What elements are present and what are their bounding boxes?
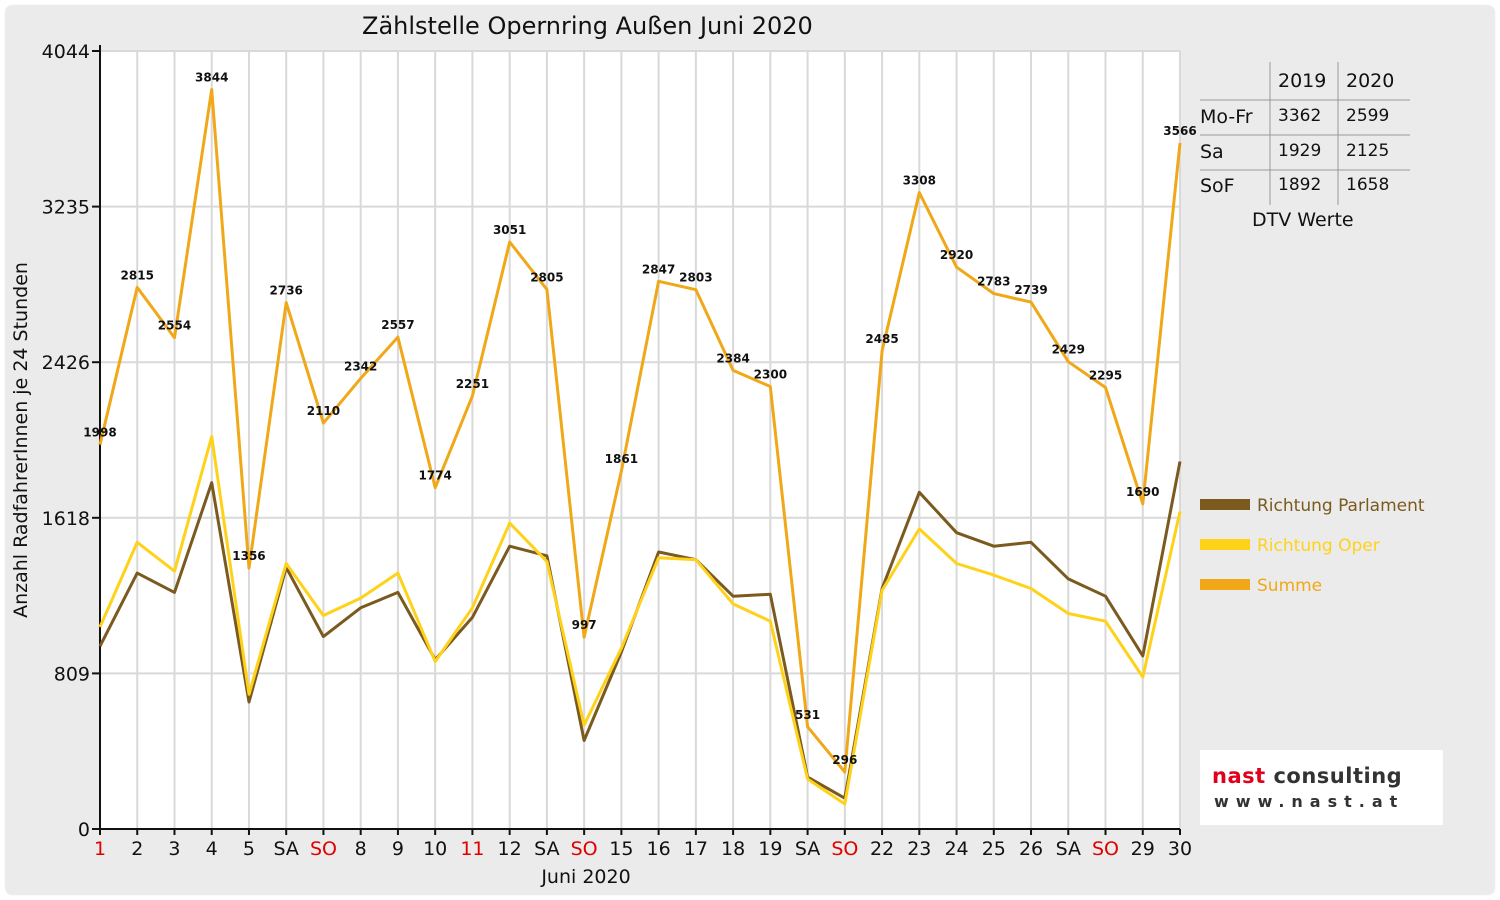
dtv-cell: 2599 — [1346, 106, 1390, 126]
data-label: 1356 — [232, 549, 265, 563]
x-tick-label: 29 — [1131, 838, 1155, 860]
x-tick-label: 22 — [870, 838, 894, 860]
x-tick-label: 18 — [721, 838, 745, 860]
data-label: 1690 — [1126, 485, 1159, 499]
data-label: 2803 — [679, 271, 712, 285]
y-tick-label: 2426 — [42, 352, 90, 374]
data-label: 3051 — [493, 223, 526, 237]
x-tick-label: 19 — [758, 838, 782, 860]
y-tick-label: 809 — [54, 663, 90, 685]
logo-url: www.nast.at — [1214, 792, 1405, 811]
legend-swatch — [1200, 539, 1250, 550]
x-tick-label: 15 — [609, 838, 633, 860]
data-label: 2815 — [121, 268, 154, 282]
x-tick-label: 26 — [1019, 838, 1043, 860]
x-tick-label: SO — [571, 838, 598, 860]
x-tick-label: 24 — [944, 838, 968, 860]
dtv-row-label: Mo-Fr — [1200, 106, 1253, 128]
data-label: 2295 — [1089, 368, 1122, 382]
data-label: 2557 — [381, 318, 414, 332]
plot-area — [100, 51, 1180, 829]
x-tick-label: SA — [1056, 838, 1081, 860]
dtv-header-cell: 2019 — [1278, 70, 1327, 92]
data-label: 2342 — [344, 359, 377, 373]
y-axis-label: Anzahl RadfahrerInnen je 24 Stunden — [10, 262, 32, 618]
data-label: 1861 — [605, 452, 638, 466]
dtv-cell: 1892 — [1278, 175, 1322, 195]
company-logo: nast consulting www.nast.at — [1200, 750, 1443, 825]
x-tick-label: 4 — [206, 838, 218, 860]
series-line-richtung-oper — [98, 435, 1182, 806]
dtv-cell: 2125 — [1346, 141, 1390, 161]
data-label: 3308 — [903, 174, 936, 188]
chart-title: Zählstelle Opernring Außen Juni 2020 — [362, 12, 813, 40]
legend-swatch — [1200, 579, 1250, 590]
dtv-cell: 1929 — [1278, 141, 1322, 161]
dtv-cell: 3362 — [1278, 106, 1322, 126]
dtv-cell: 1658 — [1346, 175, 1390, 195]
data-label: 2429 — [1052, 343, 1085, 357]
x-tick-label: 9 — [392, 838, 404, 860]
x-tick-label: SA — [534, 838, 559, 860]
data-label: 2251 — [456, 377, 489, 391]
x-tick-label: 8 — [355, 838, 367, 860]
data-label: 2805 — [530, 270, 563, 284]
x-tick-label: 10 — [423, 838, 447, 860]
y-tick-label: 3235 — [42, 197, 90, 219]
data-label: 2485 — [865, 332, 898, 346]
x-tick-label: 5 — [243, 838, 255, 860]
x-axis-label: Juni 2020 — [540, 866, 630, 888]
data-label: 2384 — [716, 351, 749, 365]
data-label: 2847 — [642, 262, 675, 276]
data-label: 2736 — [270, 284, 303, 298]
series-line-summe — [98, 88, 1182, 774]
data-label: 3844 — [195, 70, 228, 84]
data-label: 2739 — [1014, 283, 1047, 297]
x-tick-label: SO — [831, 838, 858, 860]
legend-label: Richtung Oper — [1257, 536, 1380, 556]
x-tick-label: 2 — [131, 838, 143, 860]
data-label: 2783 — [977, 275, 1010, 289]
data-label: 997 — [572, 618, 597, 632]
data-label: 2554 — [158, 319, 191, 333]
y-tick-label: 0 — [78, 819, 90, 841]
x-tick-label: 17 — [684, 838, 708, 860]
x-tick-label: 23 — [907, 838, 931, 860]
data-label: 2110 — [307, 404, 340, 418]
x-tick-label: 16 — [647, 838, 671, 860]
x-tick-label: SO — [310, 838, 337, 860]
data-label: 2920 — [940, 248, 973, 262]
y-tick-label: 4044 — [42, 41, 90, 63]
x-tick-label: SA — [795, 838, 820, 860]
dtv-header-cell: 2020 — [1346, 70, 1395, 92]
x-tick-label: 1 — [94, 838, 106, 860]
y-tick-label: 1618 — [42, 508, 90, 530]
data-label: 3566 — [1163, 124, 1196, 138]
x-tick-label: SO — [1092, 838, 1119, 860]
x-tick-label: SA — [273, 838, 298, 860]
x-tick-label: 3 — [168, 838, 180, 860]
x-tick-label: 25 — [982, 838, 1006, 860]
data-label: 296 — [832, 753, 857, 767]
x-tick-label: 12 — [498, 838, 522, 860]
x-tick-label: 11 — [460, 838, 484, 860]
logo-name: nast consulting — [1212, 764, 1403, 788]
dtv-row-label: Sa — [1200, 141, 1224, 163]
legend-swatch — [1200, 499, 1250, 510]
data-label: 2300 — [754, 368, 787, 382]
data-label: 531 — [795, 708, 820, 722]
data-label: 1998 — [83, 426, 116, 440]
x-tick-label: 30 — [1168, 838, 1192, 860]
legend-label: Richtung Parlament — [1257, 496, 1425, 516]
dtv-row-label: SoF — [1200, 175, 1235, 197]
legend-label: Summe — [1257, 576, 1322, 596]
dtv-caption: DTV Werte — [1252, 209, 1354, 231]
data-label: 1774 — [418, 469, 451, 483]
